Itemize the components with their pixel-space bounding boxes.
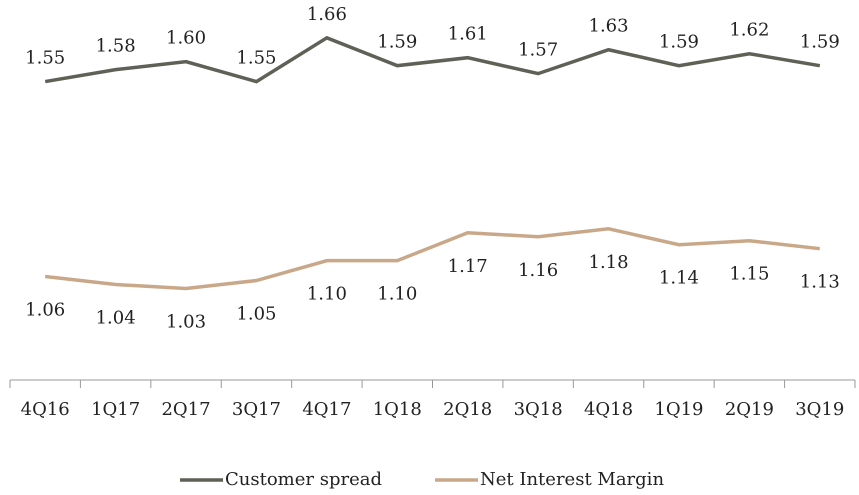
- data-label: 1.59: [377, 32, 417, 53]
- data-label: 1.61: [448, 24, 488, 45]
- line-series: [45, 227, 820, 291]
- x-tick-label: 2Q18: [443, 399, 492, 420]
- data-label: 1.59: [800, 32, 840, 53]
- data-label: 1.10: [377, 284, 417, 305]
- data-label: 1.05: [236, 304, 276, 325]
- data-label: 1.58: [96, 36, 136, 57]
- x-tick-label: 2Q19: [725, 399, 774, 420]
- data-label: 1.10: [307, 284, 347, 305]
- data-label: 1.18: [589, 252, 629, 273]
- x-tick-label: 1Q17: [91, 399, 140, 420]
- x-tick-label: 1Q18: [373, 399, 422, 420]
- data-label: 1.06: [25, 300, 65, 321]
- data-label: 1.13: [800, 272, 840, 293]
- x-tick-label: 4Q16: [21, 399, 70, 420]
- data-label: 1.16: [518, 260, 558, 281]
- data-label: 1.55: [25, 48, 65, 69]
- x-tick-label: 4Q18: [584, 399, 633, 420]
- data-label: 1.63: [589, 16, 629, 37]
- legend-label: Customer spread: [225, 469, 382, 490]
- x-tick-label: 2Q17: [161, 399, 210, 420]
- x-tick-label: 3Q19: [795, 399, 844, 420]
- legend-label: Net Interest Margin: [480, 469, 664, 490]
- x-tick-label: 4Q17: [302, 399, 351, 420]
- data-label: 1.03: [166, 311, 206, 332]
- data-label: 1.17: [448, 256, 488, 277]
- x-tick-label: 3Q18: [514, 399, 563, 420]
- data-label: 1.15: [729, 264, 769, 285]
- data-label: 1.57: [518, 40, 558, 61]
- x-tick-label: 1Q19: [654, 399, 703, 420]
- data-label: 1.55: [236, 48, 276, 69]
- line-series: [44, 35, 821, 84]
- data-label: 1.14: [659, 268, 699, 289]
- data-label: 1.62: [729, 20, 769, 41]
- x-tick-label: 3Q17: [232, 399, 281, 420]
- data-label: 1.59: [659, 32, 699, 53]
- data-label: 1.04: [96, 308, 136, 329]
- data-label: 1.60: [166, 28, 206, 49]
- data-label: 1.66: [307, 4, 347, 25]
